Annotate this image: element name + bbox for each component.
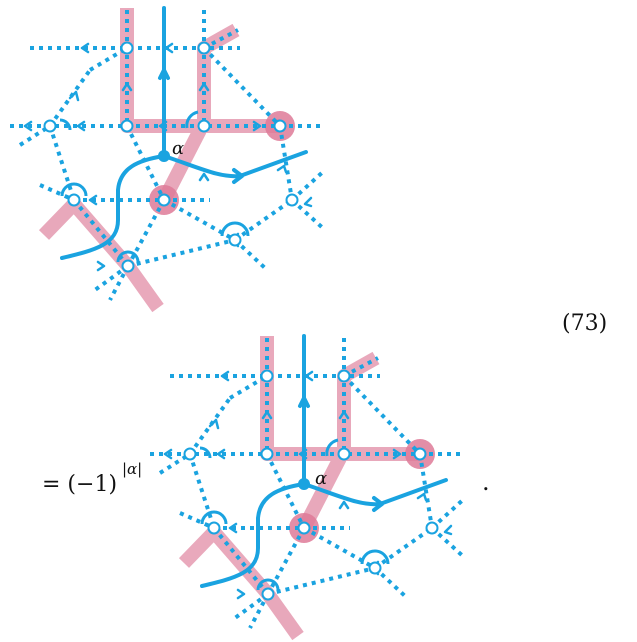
top-network-diagram xyxy=(10,8,325,308)
alpha-label-bottom: α xyxy=(315,468,327,489)
sign-exponent: |α| xyxy=(122,460,142,478)
equation-number: (73) xyxy=(562,311,607,336)
sign-prefix: = (−1) xyxy=(42,472,117,497)
trailing-period: . xyxy=(482,468,490,496)
bottom-network-diagram xyxy=(150,336,465,636)
alpha-label-top: α xyxy=(172,138,184,159)
